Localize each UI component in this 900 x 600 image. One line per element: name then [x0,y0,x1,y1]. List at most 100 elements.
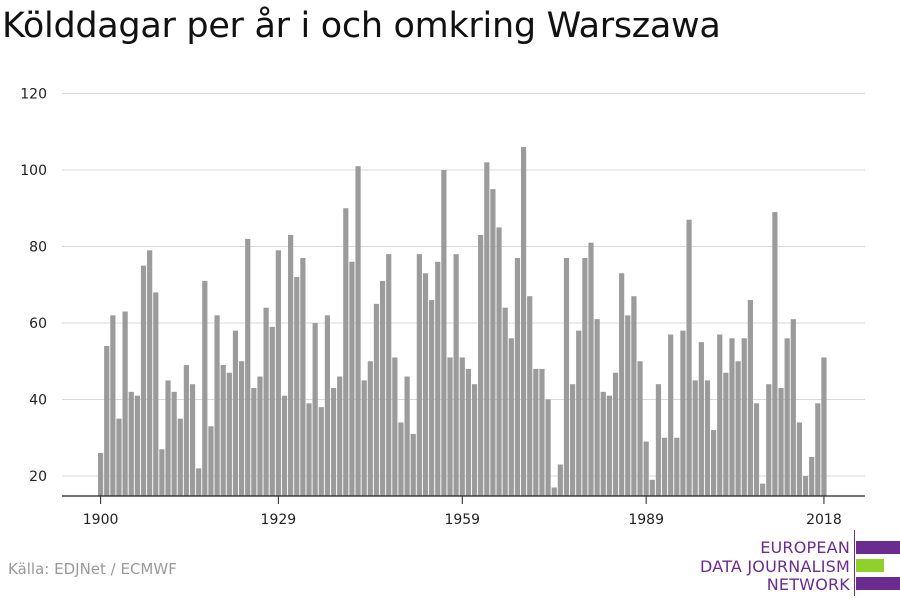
edjnet-logo: EUROPEAN DATA JOURNALISM NETWORK [700,530,900,596]
bar-1992 [661,437,668,496]
bar-2010 [772,212,778,496]
bar-1970 [527,296,533,496]
bar-1950 [404,376,410,496]
bar-1944 [367,361,373,496]
bar-2015 [802,476,809,496]
bar-1937 [324,315,331,496]
bar-1986 [625,315,631,496]
bar-1946 [379,280,386,496]
bar-1947 [386,254,392,496]
bar-1962 [478,235,484,496]
bar-1956 [441,170,447,496]
bar-2018 [821,357,827,496]
bar-1910 [159,449,165,496]
logo-divider [854,530,855,596]
bar-1949 [398,422,404,496]
bar-1966 [502,307,508,496]
bar-2004 [735,361,741,496]
y-axis-ticks: 20 40 60 80 100 120 [20,87,47,486]
bar-1926 [257,376,263,496]
bar-1998 [698,342,704,497]
y-tick-label: 120 [20,87,47,103]
logo-line-2: DATA JOURNALISM [700,557,850,576]
bars [98,147,827,497]
logo-bar-purple-bottom [856,577,900,590]
bar-1991 [655,384,662,496]
bar-2017 [815,403,821,496]
bar-2006 [747,300,753,496]
bar-1945 [373,303,380,497]
bar-1905 [128,391,134,496]
bar-1923 [238,361,245,496]
bar-1951 [410,433,416,496]
bar-1916 [196,468,202,496]
bar-1938 [330,388,337,496]
x-tick-label: 2018 [806,512,842,528]
bar-1954 [429,300,435,496]
bar-2000 [711,430,717,496]
bar-1936 [318,407,324,496]
bar-1957 [447,357,453,496]
bar-1995 [680,330,686,496]
bar-1999 [704,380,711,497]
bar-1952 [416,254,422,496]
bar-1975 [557,464,563,496]
bar-1918 [208,426,214,496]
bar-1997 [692,380,698,497]
bar-1979 [582,257,588,496]
bar-1908 [147,250,153,496]
bar-1909 [153,292,159,496]
bar-1934 [306,403,312,496]
x-tick-label: 1900 [83,512,119,528]
bar-1989 [643,441,649,496]
bar-2001 [717,334,723,496]
bar-1941 [349,261,355,496]
bar-1983 [606,395,612,496]
logo-line-1: EUROPEAN [760,538,850,557]
bar-1920 [220,365,226,496]
bar-1977 [570,384,576,496]
bar-1924 [245,238,251,496]
x-tick-label: 1989 [628,512,664,528]
bar-1915 [189,384,196,496]
bar-2005 [741,338,747,496]
bar-1961 [471,384,478,496]
bar-1990 [649,479,655,496]
bar-2003 [729,338,735,496]
bar-1963 [484,162,490,496]
bar-1980 [588,242,594,496]
bar-1940 [343,208,349,496]
bar-1968 [514,257,521,496]
bar-1984 [612,372,619,496]
bar-2008 [760,483,766,496]
bar-1987 [631,296,637,496]
bar-1994 [674,437,680,496]
bar-1948 [392,357,398,496]
chart-title: Kölddagar per år i och omkring Warszawa [2,6,721,46]
bar-1982 [600,391,606,496]
bar-1978 [576,330,582,496]
bar-2011 [778,388,784,496]
bar-1953 [422,273,429,496]
bar-1943 [361,380,367,497]
bar-1976 [563,257,570,496]
bar-1901 [104,345,110,496]
bar-1913 [177,418,183,497]
bar-2009 [766,384,772,496]
bar-1942 [355,166,361,496]
bar-1904 [122,311,128,496]
bar-1959 [459,357,465,496]
bar-2016 [809,456,815,497]
bar-1969 [520,147,527,497]
bar-1931 [288,235,294,496]
bar-1971 [533,368,539,496]
bar-1919 [214,315,220,496]
y-tick-label: 40 [29,393,47,409]
bar-1974 [551,487,557,496]
bar-1960 [465,368,471,496]
bar-1993 [668,334,674,496]
logo-bar-green [856,559,884,572]
bar-1964 [490,189,496,497]
bar-1932 [294,277,300,496]
bar-1927 [263,307,269,496]
